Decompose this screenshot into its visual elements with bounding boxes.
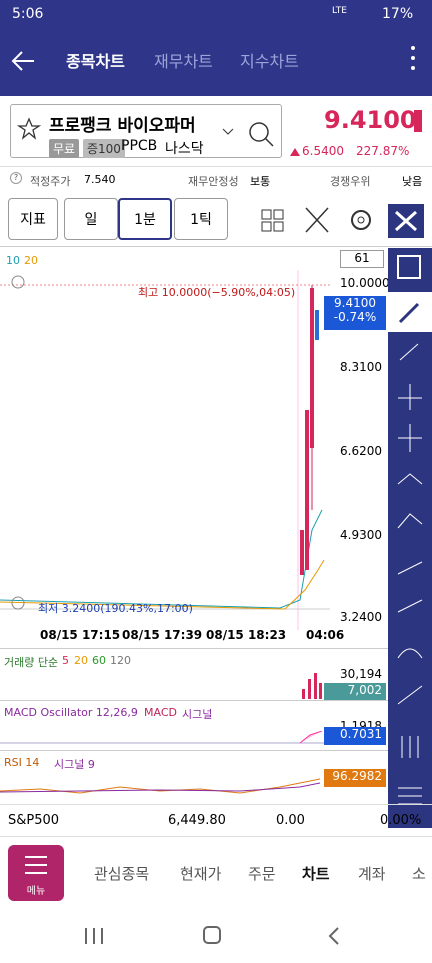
- period-button[interactable]: 일: [64, 198, 118, 240]
- volume-ma: 120: [110, 654, 131, 667]
- market: 나스닥: [165, 141, 204, 157]
- change-pct: 227.87%: [356, 144, 410, 158]
- price-axis-label: 10.0000: [340, 276, 390, 290]
- metric-value: 7.540: [84, 173, 116, 186]
- ticker: PPCB: [121, 138, 158, 154]
- index-change: 0.00: [276, 813, 305, 828]
- price-axis-label: 8.3100: [340, 360, 382, 374]
- metrics: ? 적정주가 7.540 재무안정성 보통 경쟁우위 낮음: [0, 166, 432, 192]
- rsi-title: RSI 14: [4, 756, 40, 769]
- more-button[interactable]: [408, 44, 418, 74]
- high-label: 최고 10.0000(−5.90%,04:05): [138, 286, 296, 299]
- index-value: 6,449.80: [168, 813, 226, 828]
- metric-label: 적정주가: [30, 175, 71, 188]
- metric-label: 경쟁우위: [330, 175, 371, 188]
- metric-value: 보통: [250, 175, 271, 188]
- ma-legend: 20: [24, 254, 38, 267]
- divider: [0, 246, 432, 247]
- up-arrow: [290, 148, 300, 156]
- rsi-panel: RSI 14 시그널 9 96.2982: [0, 750, 388, 802]
- nav-tab[interactable]: 지수차트: [240, 52, 299, 71]
- price-axis-label: 3.2400: [340, 610, 382, 624]
- index-name: S&P500: [8, 813, 60, 828]
- bottom-nav: 메뉴 관심종목 현재가 주문 차트 계좌 소: [0, 836, 432, 906]
- macd-legend: MACD: [144, 706, 177, 719]
- time-label: 08/15 18:23: [206, 628, 287, 642]
- nav-item[interactable]: 관심종목: [94, 865, 150, 883]
- search-icon[interactable]: [221, 121, 279, 147]
- stock-name: 프로팽크 바이오파머: [49, 116, 196, 136]
- indicator-button[interactable]: 지표: [8, 198, 58, 240]
- chart-tools[interactable]: [258, 204, 426, 238]
- macd-legend: 시그널: [182, 708, 213, 721]
- nav-item[interactable]: 현재가: [180, 865, 222, 883]
- change: 6.5400: [302, 144, 344, 158]
- volume-ma: 20: [74, 654, 88, 667]
- volume-current: 7,002: [324, 683, 386, 701]
- battery: 17%: [382, 6, 414, 22]
- volume-title: 거래량 단순: [4, 656, 59, 669]
- nav-item[interactable]: 주문: [248, 865, 276, 883]
- volume-panel: 거래량 단순 5 20 60 120 30,194 7,002: [0, 648, 388, 701]
- rsi-current: 96.2982: [324, 769, 386, 787]
- interval-button[interactable]: 1분: [118, 198, 172, 240]
- index-change-pct: 0.00%: [380, 813, 422, 828]
- nav-tab[interactable]: 재무차트: [154, 52, 213, 71]
- macd-current: 0.7031: [324, 727, 386, 745]
- current-price: 9.4100: [334, 296, 376, 310]
- current-change: -0.74%: [333, 310, 377, 324]
- time-label: 04:06: [306, 628, 345, 642]
- stock-search[interactable]: 프로팽크 바이오파머 무료 증100 PPCB 나스닥: [10, 104, 282, 158]
- index-bar[interactable]: S&P500 6,449.80 0.00 0.00%: [0, 804, 432, 836]
- time-label: 08/15 17:15: [40, 628, 121, 642]
- price-axis-label: 6.6200: [340, 444, 382, 458]
- volume-ma: 5: [62, 654, 69, 667]
- menu-button[interactable]: 메뉴: [8, 845, 64, 901]
- time-label: 08/15 17:39: [122, 628, 203, 642]
- volume-ma: 60: [92, 654, 106, 667]
- price-chart: [0, 270, 330, 630]
- time: 5:06: [12, 6, 44, 22]
- rsi-legend: 시그널 9: [54, 758, 95, 771]
- favorite-icon[interactable]: [17, 117, 41, 141]
- candle-count: 61: [340, 250, 384, 268]
- metric-value: 낮음: [402, 175, 423, 188]
- tag: 무료: [49, 139, 80, 158]
- nav-item[interactable]: 차트: [302, 865, 330, 883]
- nav-tab[interactable]: 종목차트: [66, 52, 125, 71]
- network: LTE: [332, 6, 347, 16]
- tool-sidebar[interactable]: [388, 248, 432, 828]
- nav-item[interactable]: 계좌: [358, 865, 386, 883]
- macd-panel: MACD Oscillator 12,26,9 MACD 시그널 1.1918 …: [0, 700, 388, 750]
- tag: 증100: [83, 139, 125, 158]
- price-bar: [414, 110, 422, 132]
- macd-title: MACD Oscillator 12,26,9: [4, 706, 138, 719]
- current-price-box: 9.4100 -0.74%: [324, 296, 386, 330]
- tick-button[interactable]: 1틱: [174, 198, 228, 240]
- ma-legend: 10: [6, 254, 20, 267]
- metric-label: 재무안정성: [188, 175, 239, 188]
- low-label: 최저 3.2400(190.43%,17:00): [38, 602, 193, 615]
- volume-axis-max: 30,194: [340, 667, 382, 681]
- back-button[interactable]: [8, 46, 38, 76]
- nav-item[interactable]: 소: [412, 865, 426, 883]
- menu-label: 메뉴: [26, 886, 46, 897]
- price: 9.4100: [324, 106, 417, 134]
- system-nav[interactable]: [0, 906, 432, 963]
- header: 5:06 LTE 17% 종목차트 재무차트 지수차트: [0, 0, 432, 96]
- price-axis-label: 4.9300: [340, 528, 382, 542]
